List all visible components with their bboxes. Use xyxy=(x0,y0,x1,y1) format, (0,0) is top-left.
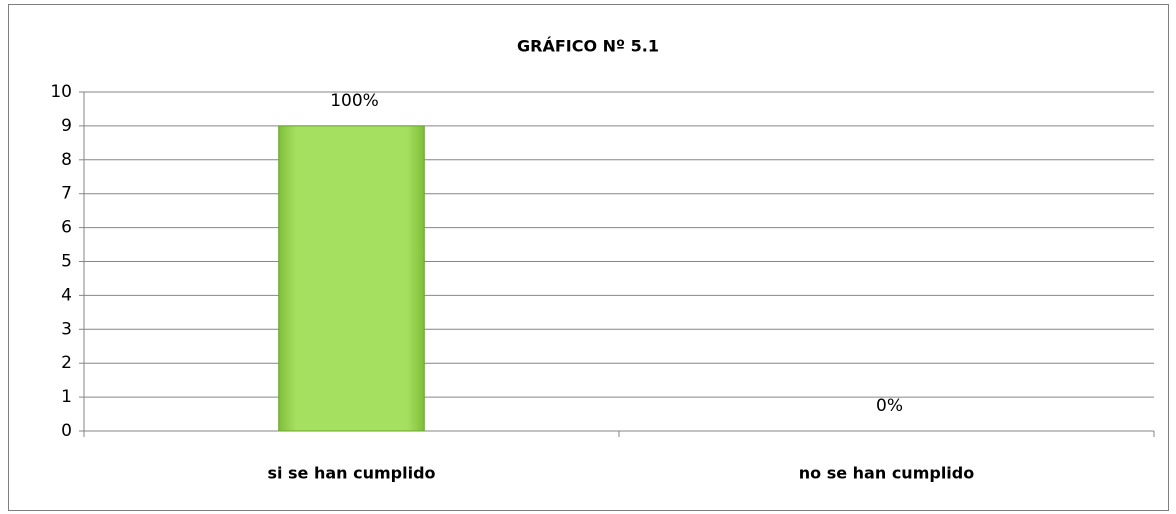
x-tick-label: si se han cumplido xyxy=(267,464,435,483)
data-label: 100% xyxy=(330,91,379,111)
y-tick-label: 9 xyxy=(61,116,72,136)
data-label: 0% xyxy=(876,396,903,416)
y-tick-label: 8 xyxy=(61,150,72,170)
y-tick-label: 6 xyxy=(61,218,72,238)
y-tick-label: 3 xyxy=(61,319,72,339)
y-tick-label: 7 xyxy=(61,184,72,204)
chart-border xyxy=(8,4,1169,511)
y-tick-label: 4 xyxy=(61,285,72,305)
y-tick-label: 1 xyxy=(61,387,72,407)
bar xyxy=(278,125,425,432)
y-tick-label: 5 xyxy=(61,252,72,272)
y-tick-label: 0 xyxy=(61,421,72,441)
x-tick-label: no se han cumplido xyxy=(799,464,974,483)
y-tick-label: 10 xyxy=(50,82,72,102)
chart-title: GRÁFICO Nº 5.1 xyxy=(517,37,659,56)
y-tick-label: 2 xyxy=(61,353,72,373)
